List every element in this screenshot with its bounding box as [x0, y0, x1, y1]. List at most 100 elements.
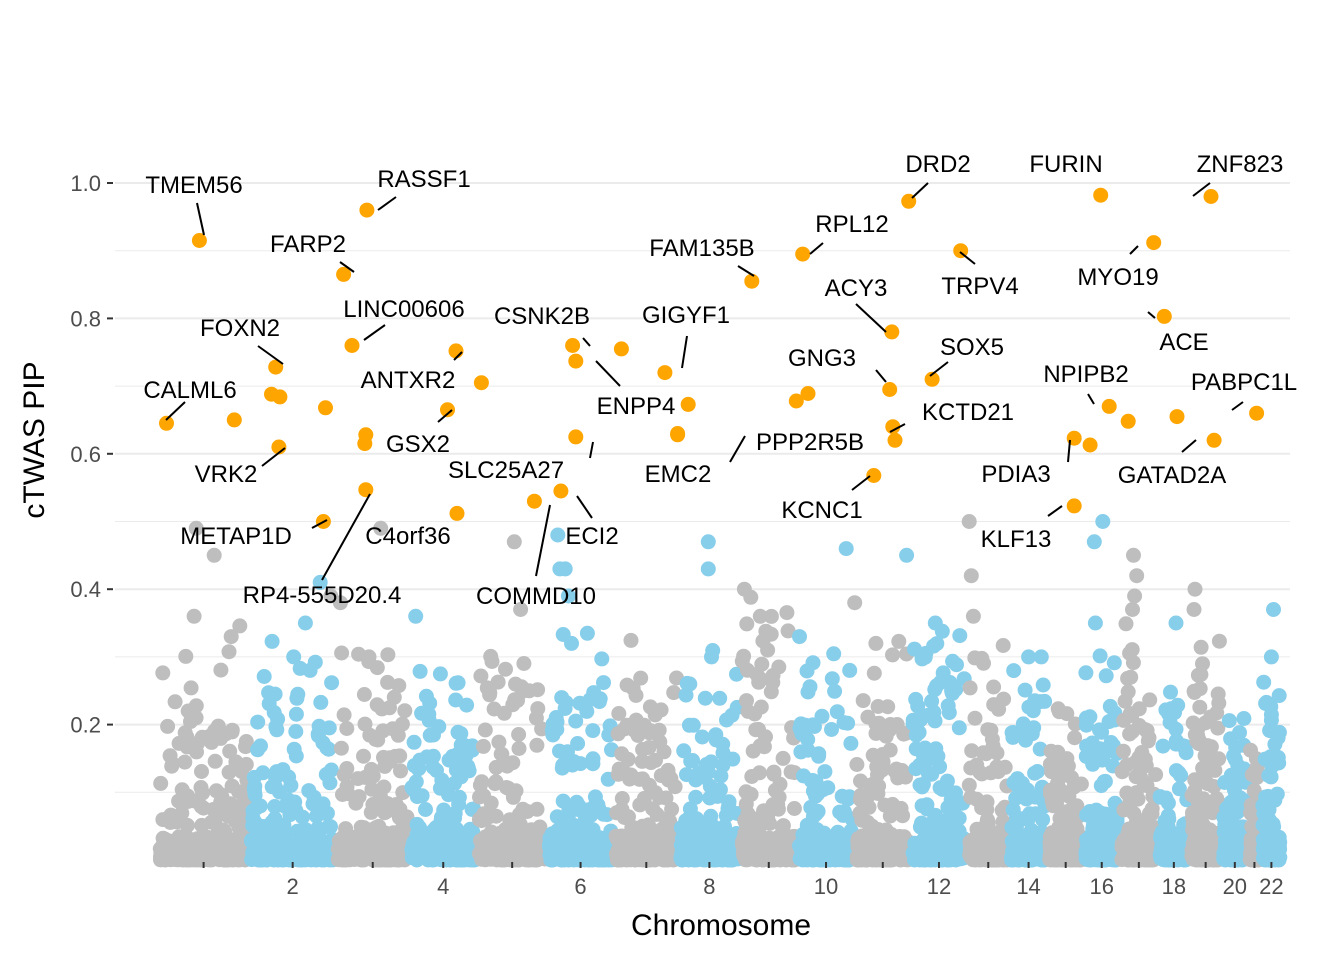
- background-point: [740, 662, 755, 678]
- background-point: [641, 740, 657, 755]
- background-point: [793, 744, 809, 760]
- background-point: [367, 837, 383, 853]
- background-point: [1141, 830, 1157, 846]
- background-point: [1103, 832, 1119, 847]
- background-point: [811, 746, 827, 762]
- background-point: [392, 803, 407, 819]
- background-point: [796, 768, 811, 784]
- background-point: [1067, 716, 1083, 732]
- highlighted-point: [568, 353, 584, 369]
- background-point: [611, 706, 627, 721]
- background-point: [865, 747, 881, 763]
- leader-line: [1147, 311, 1156, 319]
- background-point: [332, 595, 348, 611]
- highlighted-point: [473, 375, 489, 391]
- background-point: [752, 608, 768, 624]
- background-point: [1035, 812, 1051, 828]
- background-point: [1033, 649, 1049, 665]
- background-point: [1058, 833, 1074, 848]
- background-point: [1114, 764, 1130, 780]
- highlighted-point: [226, 412, 242, 428]
- background-point: [1228, 787, 1244, 803]
- background-point: [365, 768, 381, 784]
- background-point: [1043, 848, 1058, 864]
- background-point: [1092, 648, 1108, 664]
- background-point: [918, 645, 934, 661]
- background-point: [269, 722, 285, 738]
- background-point: [992, 841, 1008, 857]
- background-point: [712, 690, 728, 706]
- background-point: [838, 541, 854, 557]
- background-point: [896, 726, 912, 742]
- background-point: [817, 764, 833, 780]
- background-point: [1169, 839, 1185, 855]
- background-point: [1263, 699, 1279, 715]
- background-point: [771, 789, 787, 805]
- background-point: [739, 616, 755, 632]
- gene-label: EMC2: [645, 461, 712, 488]
- background-point: [866, 665, 882, 681]
- background-point: [320, 819, 336, 835]
- highlighted-point: [670, 427, 686, 443]
- background-point: [983, 765, 999, 781]
- background-point: [1098, 668, 1114, 684]
- background-point: [610, 766, 626, 782]
- background-point: [1190, 817, 1206, 832]
- background-point: [835, 807, 851, 823]
- background-point: [313, 694, 329, 710]
- gene-label: VRK2: [195, 461, 258, 488]
- x-tick-label: 2: [287, 874, 299, 899]
- background-point: [323, 762, 339, 778]
- background-point: [356, 687, 372, 702]
- background-point: [297, 615, 313, 631]
- background-point: [178, 648, 194, 664]
- background-point: [160, 718, 176, 734]
- background-point: [738, 815, 754, 830]
- background-point: [681, 717, 697, 733]
- background-point: [856, 832, 872, 848]
- background-point: [827, 683, 843, 699]
- background-point: [221, 644, 237, 660]
- background-point: [868, 725, 884, 741]
- background-point: [763, 684, 779, 700]
- background-point: [772, 776, 788, 792]
- background-point: [908, 691, 924, 707]
- y-axis-title: cTWAS PIP: [18, 361, 51, 518]
- background-point: [1043, 743, 1059, 759]
- background-point: [800, 684, 816, 700]
- background-point: [1078, 665, 1094, 681]
- highlighted-point: [1169, 409, 1185, 425]
- background-point: [512, 848, 528, 864]
- background-point: [1131, 718, 1147, 733]
- background-point: [1095, 514, 1111, 529]
- background-point: [1161, 811, 1177, 827]
- background-point: [976, 655, 991, 671]
- background-point: [1210, 686, 1226, 702]
- leader-line: [535, 504, 551, 577]
- background-point: [682, 835, 698, 851]
- background-point: [267, 811, 283, 826]
- leader-line: [261, 447, 286, 467]
- background-point: [632, 797, 648, 813]
- background-point: [944, 684, 960, 700]
- background-point: [986, 697, 1002, 713]
- background-point: [393, 763, 408, 779]
- gridlines: [115, 182, 1290, 793]
- background-point: [826, 836, 842, 852]
- background-point: [634, 753, 650, 769]
- background-point: [1200, 776, 1215, 792]
- gene-label: SOX5: [940, 334, 1004, 361]
- background-point: [557, 561, 573, 577]
- background-point: [658, 790, 674, 806]
- highlighted-point: [191, 233, 207, 248]
- background-point: [1168, 721, 1184, 737]
- background-point: [238, 739, 253, 755]
- leader-line: [1129, 245, 1139, 255]
- background-point: [1160, 795, 1176, 811]
- background-point: [874, 762, 890, 778]
- background-point: [1060, 758, 1076, 774]
- background-point: [1175, 738, 1191, 754]
- background-point: [891, 633, 907, 649]
- gene-label: FARP2: [270, 231, 346, 258]
- background-point: [264, 633, 280, 649]
